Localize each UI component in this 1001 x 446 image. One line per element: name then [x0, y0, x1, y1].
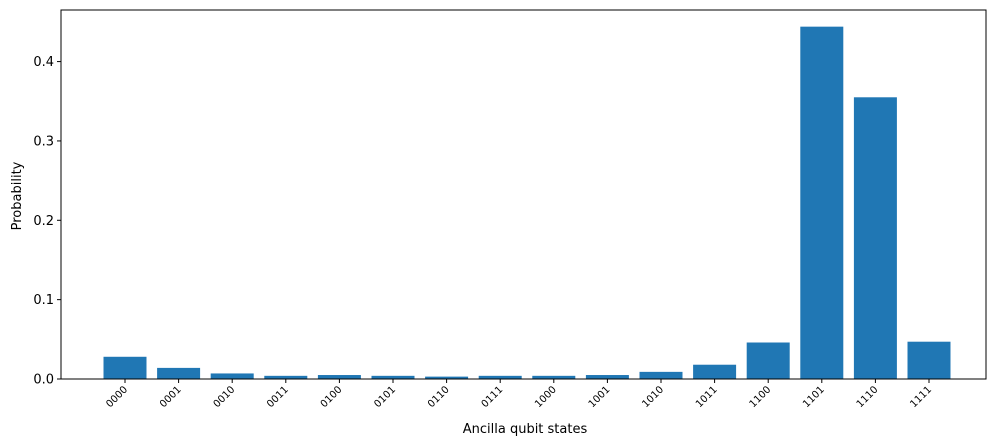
x-tick-label-1001: 1001 [587, 384, 613, 410]
x-tick-label-0010: 0010 [212, 384, 238, 410]
bar-0010 [210, 373, 254, 379]
x-tick-label-0111: 0111 [480, 384, 506, 410]
x-tick-label-1100: 1100 [748, 384, 774, 410]
x-tick-label-1110: 1110 [855, 384, 881, 410]
y-axis: 0.0 0.1 0.2 0.3 0.4 [33, 55, 61, 388]
y-tick-label-0.1: 0.1 [33, 293, 54, 308]
bars-group [103, 26, 951, 379]
bar-0111 [478, 375, 522, 379]
bar-1111 [907, 341, 951, 379]
x-tick-label-1011: 1011 [694, 384, 720, 410]
bar-1001 [585, 375, 629, 379]
x-axis: 0000 0001 0010 0011 0100 0101 0110 0111 1000 1001… [104, 379, 934, 410]
x-tick-label-1000: 1000 [533, 384, 559, 410]
bar-0001 [157, 367, 201, 379]
y-tick-label-0.4: 0.4 [33, 55, 54, 70]
bar-1100 [746, 342, 790, 379]
y-axis-label: Probability [10, 161, 25, 230]
y-tick-label-0.3: 0.3 [33, 134, 54, 149]
bar-0011 [264, 375, 308, 379]
y-tick-label-0.2: 0.2 [33, 214, 54, 229]
bar-0100 [317, 375, 361, 379]
x-tick-label-0100: 0100 [319, 384, 345, 410]
axes-frame [60, 9, 987, 380]
bar-1011 [693, 364, 737, 379]
x-tick-label-0011: 0011 [265, 384, 291, 410]
x-tick-label-1010: 1010 [640, 384, 666, 410]
bar-1101 [800, 26, 844, 379]
y-tick-label-0.0: 0.0 [33, 373, 54, 388]
x-tick-label-1111: 1111 [908, 384, 934, 410]
x-tick-label-0000: 0000 [104, 384, 130, 410]
x-axis-label: Ancilla qubit states [463, 422, 588, 437]
x-tick-label-0110: 0110 [426, 384, 452, 410]
bar-0101 [371, 375, 415, 379]
bar-1000 [532, 375, 576, 379]
x-tick-label-0101: 0101 [372, 384, 398, 410]
x-tick-label-0001: 0001 [158, 384, 184, 410]
bar-0110 [425, 376, 469, 379]
bar-0000 [103, 356, 147, 379]
x-tick-label-1101: 1101 [801, 384, 827, 410]
bar-1010 [639, 371, 683, 379]
bar-1110 [853, 97, 897, 379]
